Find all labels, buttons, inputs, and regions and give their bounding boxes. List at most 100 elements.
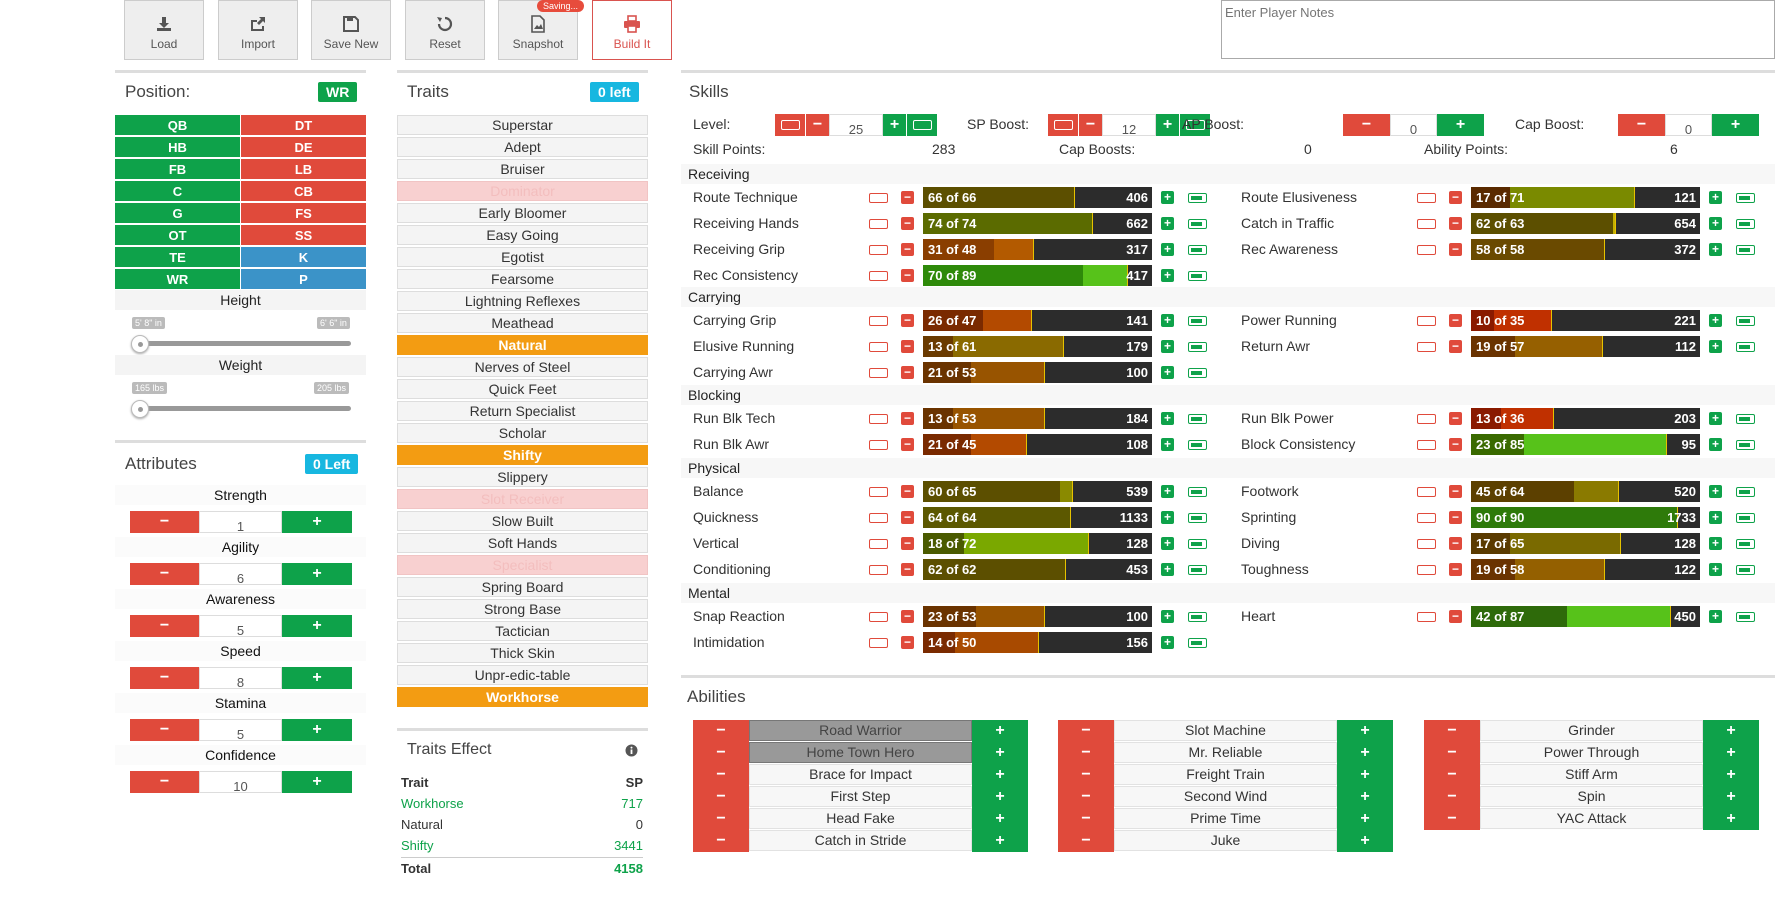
skill-sprinting-plus-button[interactable]: + (1709, 511, 1722, 524)
ability-stiff-arm-minus-button[interactable]: − (1424, 764, 1480, 786)
skill-elusive-running-empty-battery-icon[interactable] (869, 342, 888, 352)
load-button[interactable]: Load (124, 0, 204, 60)
position-lb[interactable]: LB (241, 159, 366, 180)
skill-return-awr-full-battery-icon[interactable] (1736, 342, 1755, 352)
trait-slot-receiver[interactable]: Slot Receiver (397, 489, 648, 509)
skill-toughness-minus-button[interactable]: − (1449, 563, 1462, 576)
info-icon[interactable] (625, 744, 638, 757)
skill-carrying-grip-minus-button[interactable]: − (901, 314, 914, 327)
skill-run-blk-tech-plus-button[interactable]: + (1161, 412, 1174, 425)
skill-route-elusiveness-plus-button[interactable]: + (1709, 191, 1722, 204)
skill-toughness-empty-battery-icon[interactable] (1417, 565, 1436, 575)
position-qb[interactable]: QB (115, 115, 240, 136)
ability-spin-minus-button[interactable]: − (1424, 786, 1480, 808)
skill-rec-consistency-empty-battery-icon[interactable] (869, 271, 888, 281)
build-it-button[interactable]: Build It (592, 0, 672, 60)
skill-receiving-grip-plus-button[interactable]: + (1161, 243, 1174, 256)
skill-sprinting-full-battery-icon[interactable] (1736, 513, 1755, 523)
skill-power-running-empty-battery-icon[interactable] (1417, 316, 1436, 326)
position-te[interactable]: TE (115, 247, 240, 268)
trait-egotist[interactable]: Egotist (397, 247, 648, 267)
ability-catch-in-stride-minus-button[interactable]: − (693, 830, 749, 852)
skill-conditioning-empty-battery-icon[interactable] (869, 565, 888, 575)
trait-early-bloomer[interactable]: Early Bloomer (397, 203, 648, 223)
reset-button[interactable]: Reset (405, 0, 485, 60)
position-ot[interactable]: OT (115, 225, 240, 246)
skill-rec-consistency-minus-button[interactable]: − (901, 269, 914, 282)
skill-intimidation-empty-battery-icon[interactable] (869, 638, 888, 648)
attribute-agility-minus-button[interactable]: − (130, 563, 199, 585)
ability-home-town-hero-plus-button[interactable]: + (972, 742, 1028, 764)
trait-strong-base[interactable]: Strong Base (397, 599, 648, 619)
skill-intimidation-plus-button[interactable]: + (1161, 636, 1174, 649)
skill-run-blk-power-full-battery-icon[interactable] (1736, 414, 1755, 424)
trait-soft-hands[interactable]: Soft Hands (397, 533, 648, 553)
skill-heart-full-battery-icon[interactable] (1736, 612, 1755, 622)
skill-carrying-awr-full-battery-icon[interactable] (1188, 368, 1207, 378)
skill-conditioning-full-battery-icon[interactable] (1188, 565, 1207, 575)
skill-rec-consistency-plus-button[interactable]: + (1161, 269, 1174, 282)
ability-home-town-hero-minus-button[interactable]: − (693, 742, 749, 764)
ability-yac-attack-plus-button[interactable]: + (1703, 808, 1759, 830)
skill-diving-minus-button[interactable]: − (1449, 537, 1462, 550)
ability-grinder-minus-button[interactable]: − (1424, 720, 1480, 742)
skill-run-blk-tech-empty-battery-icon[interactable] (869, 414, 888, 424)
skill-footwork-empty-battery-icon[interactable] (1417, 487, 1436, 497)
skill-sprinting-minus-button[interactable]: − (1449, 511, 1462, 524)
skill-block-consistency-minus-button[interactable]: − (1449, 438, 1462, 451)
skill-rec-awareness-minus-button[interactable]: − (1449, 243, 1462, 256)
ability-juke-minus-button[interactable]: − (1058, 830, 1114, 852)
skill-route-technique-minus-button[interactable]: − (901, 191, 914, 204)
ability-power-through-minus-button[interactable]: − (1424, 742, 1480, 764)
ability-freight-train-plus-button[interactable]: + (1337, 764, 1393, 786)
skill-footwork-minus-button[interactable]: − (1449, 485, 1462, 498)
skill-block-consistency-empty-battery-icon[interactable] (1417, 440, 1436, 450)
ability-slot-machine-plus-button[interactable]: + (1337, 720, 1393, 742)
skill-vertical-plus-button[interactable]: + (1161, 537, 1174, 550)
skill-route-technique-plus-button[interactable]: + (1161, 191, 1174, 204)
ability-second-wind-plus-button[interactable]: + (1337, 786, 1393, 808)
import-button[interactable]: Import (218, 0, 298, 60)
attribute-awareness-plus-button[interactable]: + (282, 615, 352, 637)
attribute-stamina-plus-button[interactable]: + (282, 719, 352, 741)
skill-run-blk-awr-minus-button[interactable]: − (901, 438, 914, 451)
cap-boost-minus-button[interactable]: − (1618, 114, 1665, 136)
skill-rec-consistency-full-battery-icon[interactable] (1188, 271, 1207, 281)
ability-catch-in-stride-plus-button[interactable]: + (972, 830, 1028, 852)
skill-balance-minus-button[interactable]: − (901, 485, 914, 498)
ability-head-fake-minus-button[interactable]: − (693, 808, 749, 830)
skill-rec-awareness-empty-battery-icon[interactable] (1417, 245, 1436, 255)
skill-quickness-minus-button[interactable]: − (901, 511, 914, 524)
skill-conditioning-minus-button[interactable]: − (901, 563, 914, 576)
skill-power-running-minus-button[interactable]: − (1449, 314, 1462, 327)
attribute-strength-minus-button[interactable]: − (130, 511, 199, 533)
trait-nerves-of-steel[interactable]: Nerves of Steel (397, 357, 648, 377)
skill-run-blk-awr-full-battery-icon[interactable] (1188, 440, 1207, 450)
ability-power-through-plus-button[interactable]: + (1703, 742, 1759, 764)
ability-road-warrior-minus-button[interactable]: − (693, 720, 749, 742)
skill-carrying-awr-minus-button[interactable]: − (901, 366, 914, 379)
ability-spin-plus-button[interactable]: + (1703, 786, 1759, 808)
skill-power-running-plus-button[interactable]: + (1709, 314, 1722, 327)
skill-elusive-running-full-battery-icon[interactable] (1188, 342, 1207, 352)
skill-receiving-hands-empty-battery-icon[interactable] (869, 219, 888, 229)
trait-tactician[interactable]: Tactician (397, 621, 648, 641)
skill-elusive-running-minus-button[interactable]: − (901, 340, 914, 353)
skill-run-blk-awr-empty-battery-icon[interactable] (869, 440, 888, 450)
position-ss[interactable]: SS (241, 225, 366, 246)
position-fs[interactable]: FS (241, 203, 366, 224)
ability-first-step-minus-button[interactable]: − (693, 786, 749, 808)
skill-snap-reaction-empty-battery-icon[interactable] (869, 612, 888, 622)
attribute-agility-plus-button[interactable]: + (282, 563, 352, 585)
skill-route-elusiveness-minus-button[interactable]: − (1449, 191, 1462, 204)
skill-conditioning-plus-button[interactable]: + (1161, 563, 1174, 576)
level-minus-button[interactable]: − (805, 114, 829, 136)
ap-boost-plus-button[interactable]: + (1437, 114, 1484, 136)
trait-spring-board[interactable]: Spring Board (397, 577, 648, 597)
position-k[interactable]: K (241, 247, 366, 268)
skill-catch-in-traffic-full-battery-icon[interactable] (1736, 219, 1755, 229)
skill-balance-empty-battery-icon[interactable] (869, 487, 888, 497)
position-wr[interactable]: WR (115, 269, 240, 290)
skill-carrying-grip-empty-battery-icon[interactable] (869, 316, 888, 326)
skill-receiving-grip-minus-button[interactable]: − (901, 243, 914, 256)
